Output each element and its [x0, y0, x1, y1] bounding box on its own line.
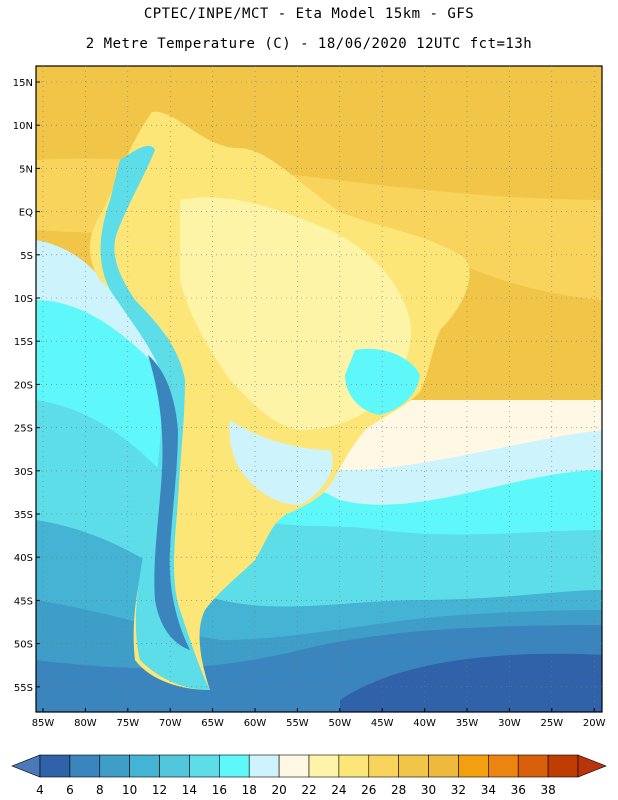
colorbar-swatch — [248, 754, 280, 778]
lat-label: 40S — [14, 553, 33, 564]
colorbar-arrow-low — [11, 754, 41, 778]
colorbar-swatch — [278, 754, 310, 778]
colorbar-arrow-high — [577, 754, 607, 778]
lon-label: 25W — [540, 718, 563, 729]
map-frame — [35, 65, 603, 713]
lon-label: 60W — [244, 718, 267, 729]
colorbar-swatch — [398, 754, 429, 778]
colorbar-swatch — [368, 754, 399, 778]
colorbar-swatch — [308, 754, 340, 778]
colorbar-label: 26 — [361, 783, 376, 797]
lat-label: 10N — [13, 121, 33, 132]
colorbar-label: 28 — [391, 783, 406, 797]
andes-core — [148, 355, 190, 650]
colorbar-label: 10 — [122, 783, 137, 797]
colorbar-label: 38 — [540, 783, 555, 797]
colorbar-label: 18 — [242, 783, 257, 797]
lon-label: 80W — [74, 718, 97, 729]
lat-label: EQ — [19, 208, 33, 219]
map-title-line-1: CPTEC/INPE/MCT - Eta Model 15km - GFS — [143, 6, 475, 22]
lon-label: 50W — [328, 718, 351, 729]
colorbar-label: 16 — [212, 783, 227, 797]
longitude-labels: 85W 80W 75W 70W 65W 60W 55W 50W 45W 40W 35W 30W 25W 2… — [32, 718, 606, 729]
colorbar-swatch — [428, 754, 459, 778]
colorbar-label: 24 — [331, 783, 346, 797]
latitude-labels: 15N 10N 5N EQ 5S 10S 15S 20S 25S 30S 35S 40S 45S 50S 5… — [13, 78, 33, 694]
lat-label: 35S — [14, 510, 33, 521]
colorbar-swatch — [39, 754, 71, 778]
colorbar-swatch — [338, 754, 370, 778]
lon-label: 75W — [116, 718, 139, 729]
lat-label: 20S — [14, 380, 33, 391]
lat-label: 45S — [14, 596, 33, 607]
lon-label: 85W — [32, 718, 55, 729]
colorbar-swatch — [129, 754, 160, 778]
colorbar-label: 34 — [481, 783, 496, 797]
colorbar-swatch — [517, 754, 549, 778]
lat-label: 15N — [13, 78, 33, 89]
lat-label: 55S — [14, 683, 33, 694]
lon-label: 20W — [583, 718, 606, 729]
colorbar-label: 22 — [301, 783, 316, 797]
map-title-line-2: 2 Metre Temperature (C) - 18/06/2020 12U… — [85, 36, 533, 52]
lat-label: 30S — [14, 467, 33, 478]
colorbar-label: 6 — [66, 783, 74, 797]
colorbar-label: 4 — [36, 783, 44, 797]
lat-label: 50S — [14, 640, 33, 651]
lat-label: 5N — [19, 164, 33, 175]
colorbar-swatch — [547, 754, 579, 778]
colorbar-swatch — [99, 754, 130, 778]
colorbar-label: 32 — [451, 783, 466, 797]
colorbar-label: 12 — [152, 783, 167, 797]
lon-label: 70W — [159, 718, 182, 729]
colorbar-label: 20 — [271, 783, 286, 797]
lon-label: 45W — [371, 718, 394, 729]
colorbar-label: 8 — [96, 783, 104, 797]
colorbar-swatch — [458, 754, 489, 778]
band-darkest — [340, 653, 602, 712]
lat-label: 10S — [14, 294, 33, 305]
colorbar: 4 6 8 10 12 14 16 18 20 22 24 26 28 30 32 34 36 38 — [11, 754, 607, 797]
lon-label: 55W — [286, 718, 309, 729]
graticule — [36, 66, 602, 712]
colorbar-swatch — [159, 754, 190, 778]
map-field — [36, 66, 602, 712]
lat-label: 25S — [14, 424, 33, 435]
lon-label: 35W — [456, 718, 479, 729]
lat-label: 5S — [20, 251, 33, 262]
colorbar-label: 14 — [182, 783, 197, 797]
colorbar-label: 36 — [511, 783, 526, 797]
colorbar-label: 30 — [421, 783, 436, 797]
colorbar-swatch — [69, 754, 101, 778]
colorbar-swatch — [189, 754, 220, 778]
lon-label: 30W — [498, 718, 521, 729]
colorbar-swatch — [219, 754, 250, 778]
colorbar-swatch — [488, 754, 519, 778]
lon-label: 65W — [201, 718, 224, 729]
lat-label: 15S — [14, 337, 33, 348]
lon-label: 40W — [413, 718, 436, 729]
